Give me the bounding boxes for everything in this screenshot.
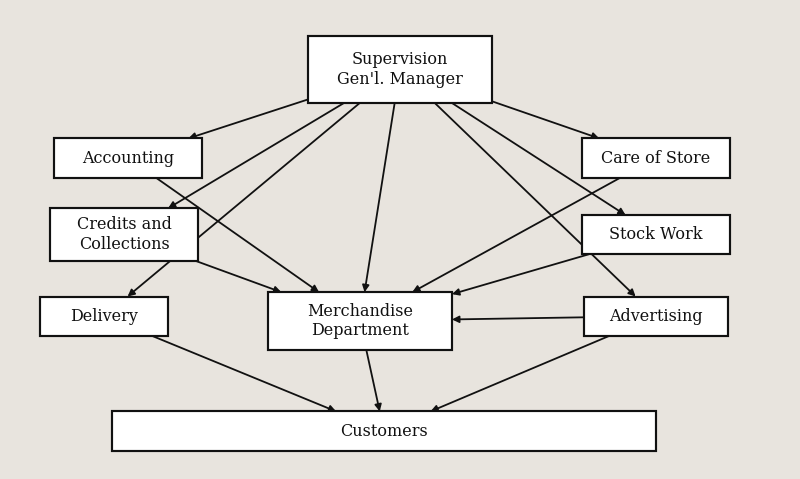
FancyBboxPatch shape xyxy=(582,138,730,178)
Text: Care of Store: Care of Store xyxy=(602,149,710,167)
Text: Credits and
Collections: Credits and Collections xyxy=(77,217,171,253)
FancyBboxPatch shape xyxy=(50,208,198,261)
Text: Accounting: Accounting xyxy=(82,149,174,167)
Text: Delivery: Delivery xyxy=(70,308,138,325)
FancyBboxPatch shape xyxy=(40,297,168,336)
FancyBboxPatch shape xyxy=(584,297,728,336)
FancyBboxPatch shape xyxy=(582,215,730,254)
Text: Advertising: Advertising xyxy=(609,308,703,325)
Text: Customers: Customers xyxy=(340,422,428,440)
FancyBboxPatch shape xyxy=(112,411,656,451)
FancyBboxPatch shape xyxy=(54,138,202,178)
Text: Merchandise
Department: Merchandise Department xyxy=(307,303,413,339)
FancyBboxPatch shape xyxy=(268,292,452,350)
Text: Stock Work: Stock Work xyxy=(610,226,702,243)
FancyBboxPatch shape xyxy=(308,36,492,103)
Text: Supervision
Gen'l. Manager: Supervision Gen'l. Manager xyxy=(337,51,463,88)
